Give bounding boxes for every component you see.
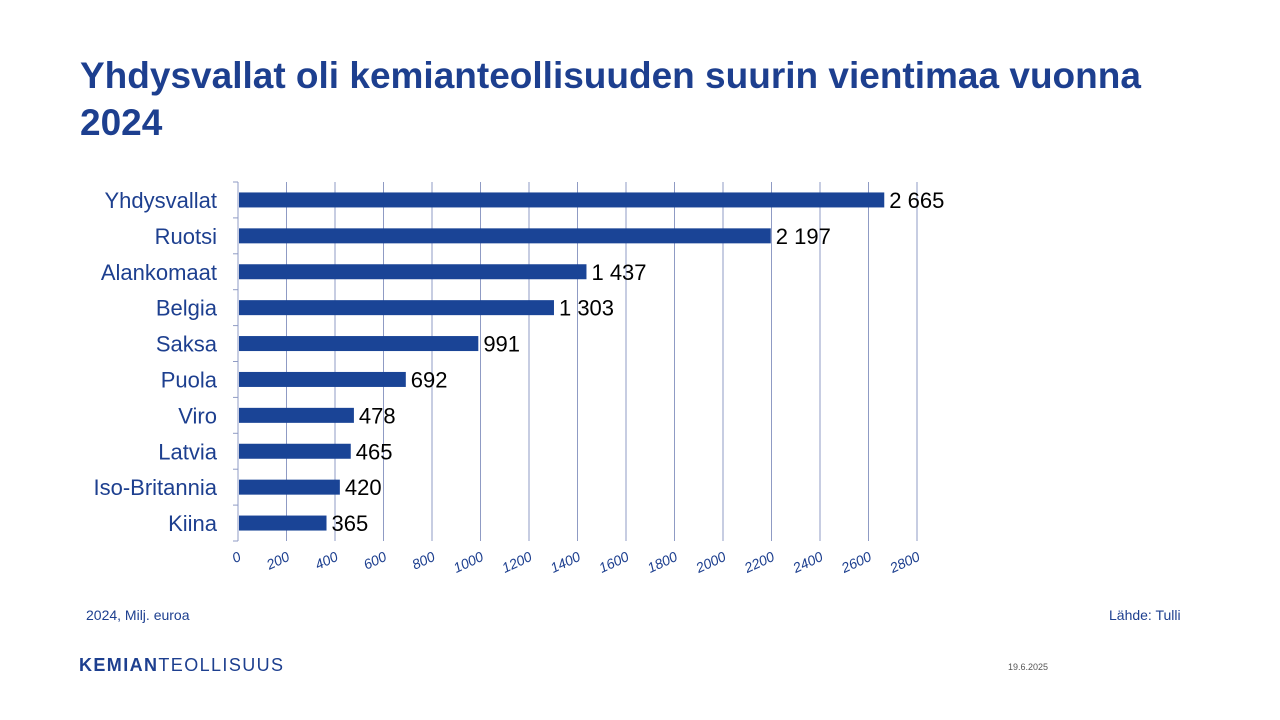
category-label: Ruotsi: [155, 224, 217, 249]
data-label: 991: [483, 332, 520, 357]
data-label: 420: [345, 475, 382, 500]
x-tick-label: 1400: [548, 548, 583, 576]
data-label: 2 197: [776, 224, 831, 249]
x-tick-label: 800: [409, 548, 437, 572]
bar: [239, 479, 340, 495]
bar: [239, 371, 406, 387]
category-label: Puola: [161, 367, 218, 392]
bar: [239, 407, 354, 423]
logo-light-text: TEOLLISUUS: [158, 655, 285, 675]
category-label: Kiina: [168, 511, 218, 536]
bar: [239, 300, 554, 316]
x-tick-label: 2600: [838, 548, 874, 576]
data-label: 1 303: [559, 296, 614, 321]
x-tick-label: 200: [263, 548, 292, 573]
x-tick-label: 400: [312, 548, 340, 572]
category-label: Alankomaat: [101, 260, 217, 285]
x-tick-label: 2000: [692, 548, 728, 576]
bar: [239, 336, 479, 352]
chart-title: Yhdysvallat oli kemianteollisuuden suuri…: [80, 55, 1141, 143]
date-stamp: 19.6.2025: [1008, 662, 1049, 672]
company-logo: KEMIANTEOLLISUUS: [79, 655, 284, 676]
x-tick-label: 1200: [499, 548, 534, 576]
bar: [239, 515, 327, 531]
category-label: Yhdysvallat: [104, 188, 217, 213]
bar: [239, 192, 885, 208]
x-tick-label: 2800: [886, 548, 922, 576]
category-label: Saksa: [156, 332, 218, 357]
category-label: Latvia: [158, 439, 217, 464]
source-note: Lähde: Tulli: [1109, 607, 1181, 623]
data-label: 1 437: [591, 260, 646, 285]
data-label: 2 665: [889, 188, 944, 213]
x-tick-label: 2200: [741, 548, 777, 576]
category-label: Iso-Britannia: [93, 475, 217, 500]
data-label: 692: [411, 367, 448, 392]
unit-note: 2024, Milj. euroa: [86, 607, 190, 623]
x-tick-label: 0: [229, 548, 243, 566]
x-tick-label: 1000: [451, 548, 486, 576]
data-label: 365: [332, 511, 369, 536]
x-tick-label: 1800: [645, 548, 680, 576]
logo-bold-text: KEMIAN: [79, 655, 159, 675]
x-tick-label: 2400: [789, 548, 825, 576]
category-label: Viro: [178, 403, 217, 428]
x-tick-label: 1600: [596, 548, 631, 576]
x-tick-label: 600: [361, 548, 389, 572]
bar: [239, 228, 771, 244]
category-label: Belgia: [156, 296, 218, 321]
bar: [239, 264, 587, 280]
data-label: 478: [359, 403, 396, 428]
bar: [239, 443, 351, 459]
data-label: 465: [356, 439, 393, 464]
